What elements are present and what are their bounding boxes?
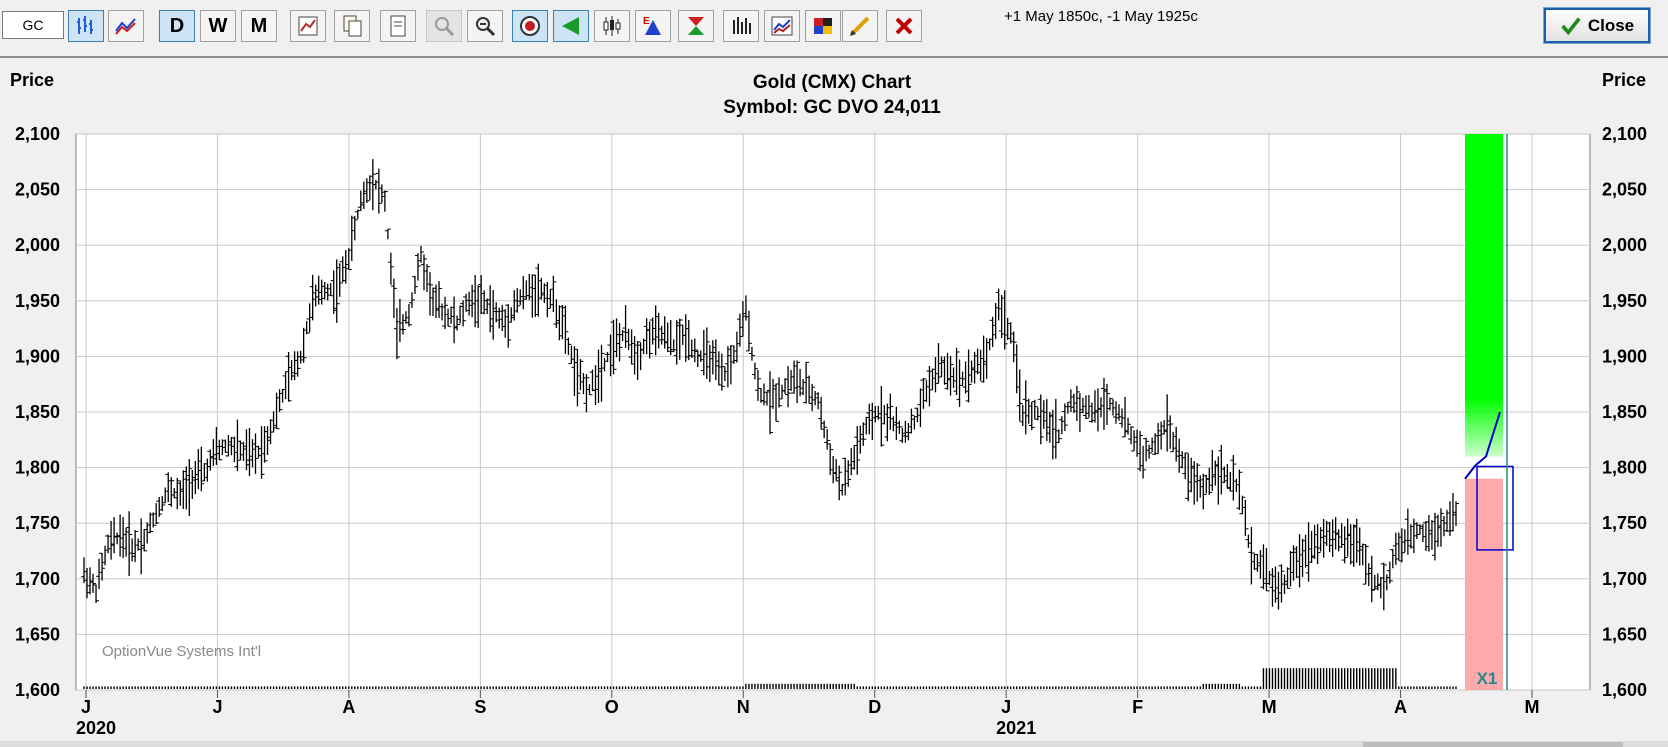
x-tick-label: J [81,697,91,717]
chart-subtitle: Symbol: GC DVO 24,011 [723,97,941,118]
bar-chart-button[interactable] [68,10,104,42]
toolbar: D W M [0,0,1668,58]
y-tick-label-right: 1,600 [1602,680,1647,700]
daily-button[interactable]: D [159,10,195,42]
right-axis-label: Price [1602,70,1647,90]
zoom-in-button[interactable] [426,10,462,42]
y-tick-label-left: 1,600 [15,680,60,700]
x-tick-label: A [342,697,355,717]
line-chart-icon [115,18,136,35]
close-label: Close [1587,15,1635,35]
zoom-out-button[interactable] [467,10,503,42]
y-tick-label-right: 1,850 [1602,402,1647,422]
x-tick-label: A [1394,697,1407,717]
x-tick-label: M [1525,697,1540,717]
projection-box [1476,465,1514,551]
x-tick-label: O [605,697,619,717]
y-tick-label-left: 1,650 [15,624,60,644]
delete-icon [895,17,913,35]
y-tick-label-left: 2,050 [15,180,60,200]
arrow-icon [562,17,579,35]
pencil-button[interactable] [842,10,878,42]
scrollbar-thumb[interactable] [1363,742,1623,747]
y-tick-label-left: 1,750 [15,513,60,533]
y-tick-label-left: 1,800 [15,458,60,478]
close-button[interactable]: Close [1543,7,1651,44]
symbol-input[interactable] [2,11,64,39]
x-year-label: 2021 [996,718,1036,738]
chart-settings-icon [298,16,318,36]
projection-line [1464,411,1501,480]
y-tick-label-right: 1,950 [1602,291,1647,311]
weekly-button[interactable]: W [200,10,236,42]
delete-button[interactable] [886,10,922,42]
y-tick-label-right: 1,900 [1602,346,1647,366]
copy-button[interactable] [334,10,370,42]
x-tick-label: D [868,697,881,717]
monthly-button[interactable]: M [241,10,277,42]
x-tick-label: F [1132,697,1143,717]
x-tick-label: M [1262,697,1277,717]
status-text: +1 May 1850c, -1 May 1925c [1004,8,1198,25]
palette-icon [814,18,832,34]
projection-down-zone [1465,478,1503,690]
svg-text:E: E [643,16,650,27]
x-tick-label: N [737,697,750,717]
palette-button[interactable] [805,10,841,42]
x-year-label: 2020 [76,718,116,738]
x-tick-label: J [1001,697,1011,717]
projection-up-zone [1465,134,1503,457]
y-tick-label-left: 1,700 [15,569,60,589]
zoom-out-icon [476,17,496,37]
triangle-button[interactable] [678,10,714,42]
expiration-marker-label: X1 [1477,669,1498,688]
volume-icon [733,17,751,34]
target-button[interactable] [512,10,548,42]
y-tick-label-left: 2,100 [15,124,60,144]
study-button[interactable] [764,10,800,42]
y-tick-label-left: 1,950 [15,291,60,311]
y-tick-label-right: 1,800 [1602,458,1647,478]
target-icon [520,16,540,36]
y-tick-label-right: 2,000 [1602,235,1647,255]
x-tick-label: S [474,697,486,717]
price-bars [81,159,1459,611]
print-button[interactable] [380,10,416,42]
triangle-icon [688,17,704,35]
print-icon [390,15,406,37]
arrow-button[interactable] [553,10,589,42]
copy-icon [343,15,362,37]
checkmark-icon [1561,17,1581,35]
horizontal-scrollbar[interactable] [0,741,1668,747]
y-tick-label-right: 2,100 [1602,124,1647,144]
chart-title: Gold (CMX) Chart [752,72,912,93]
candlestick-icon [603,16,621,36]
y-tick-label-right: 1,700 [1602,569,1647,589]
y-tick-label-left: 1,850 [15,402,60,422]
y-tick-label-left: 2,000 [15,235,60,255]
line-chart-button[interactable] [108,10,144,42]
watermark-text: OptionVue Systems Int'l [102,643,261,660]
y-tick-label-right: 2,050 [1602,180,1647,200]
y-tick-label-left: 1,900 [15,346,60,366]
chart-settings-button[interactable] [290,10,326,42]
candlestick-button[interactable] [594,10,630,42]
price-plot: 1,600 1,600 1,650 1,650 1,700 1,700 1,750 1,750… [15,124,1647,738]
chart-area: Price Price Gold (CMX) Chart Symbol: GC … [0,58,1668,747]
expected-move-button[interactable]: E [635,10,671,42]
y-tick-label-right: 1,750 [1602,513,1647,533]
bar-chart-icon [77,16,93,34]
study-icon [771,16,793,36]
expected-move-icon: E [643,16,661,35]
y-tick-label-right: 1,650 [1602,624,1647,644]
zoom-in-icon [435,17,455,37]
volume-button[interactable] [723,10,759,42]
pencil-icon [850,16,870,36]
x-tick-label: J [212,697,222,717]
left-axis-label: Price [10,70,55,90]
volume-bars [83,668,1457,689]
